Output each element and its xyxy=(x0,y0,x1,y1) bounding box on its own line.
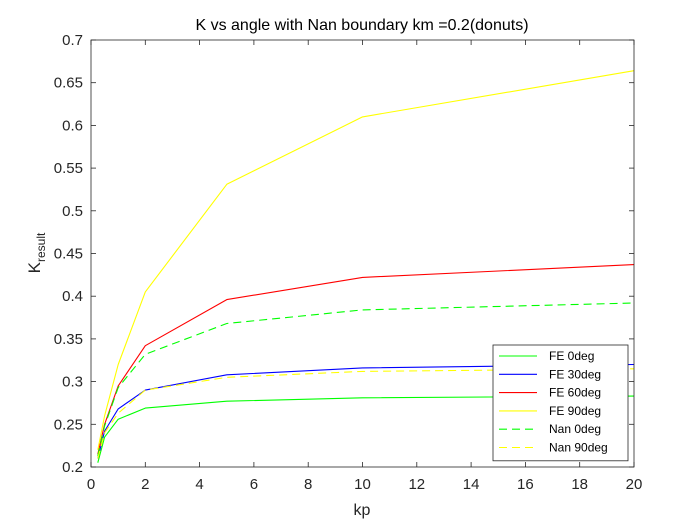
x-tick-label-8: 16 xyxy=(517,476,534,493)
x-tick-label-2: 4 xyxy=(195,476,203,493)
y-tick-label-0: 0.2 xyxy=(62,459,83,476)
x-tick-label-10: 20 xyxy=(626,476,643,493)
y-tick-label-6: 0.5 xyxy=(62,203,83,220)
legend-label-4: Nan 0deg xyxy=(549,422,601,436)
series-line-4 xyxy=(97,302,635,457)
x-tick-label-0: 0 xyxy=(87,476,95,493)
x-tick-label-4: 8 xyxy=(304,476,312,493)
x-tick-label-6: 12 xyxy=(408,476,425,493)
series-line-1 xyxy=(97,363,635,459)
y-tick-label-10: 0.7 xyxy=(62,32,83,49)
y-axis-title: Kresult xyxy=(25,232,48,273)
x-tick-label-7: 14 xyxy=(463,476,480,493)
y-tick-label-5: 0.45 xyxy=(54,246,83,263)
x-tick-label-3: 6 xyxy=(250,476,258,493)
series-layer xyxy=(97,70,635,463)
y-axis-title-subscript: result xyxy=(34,232,48,262)
legend-label-2: FE 60deg xyxy=(549,386,601,400)
y-tick-label-4: 0.4 xyxy=(62,288,83,305)
y-tick-label-1: 0.25 xyxy=(54,416,83,433)
y-tick-label-2: 0.3 xyxy=(62,374,83,391)
series-line-3 xyxy=(97,70,635,451)
legend-label-0: FE 0deg xyxy=(549,349,594,363)
y-tick-label-7: 0.55 xyxy=(54,160,83,177)
y-axis-title-main: K xyxy=(25,261,44,273)
legend-label-1: FE 30deg xyxy=(549,367,601,381)
legend-label-3: FE 90deg xyxy=(549,404,601,418)
legend-box xyxy=(492,344,629,462)
y-tick-label-8: 0.6 xyxy=(62,117,83,134)
legend-label-5: Nan 90deg xyxy=(549,441,608,455)
chart-title: K vs angle with Nan boundary km =0.2(don… xyxy=(195,17,528,34)
x-tick-label-5: 10 xyxy=(354,476,371,493)
x-tick-label-9: 18 xyxy=(571,476,588,493)
y-tick-label-9: 0.65 xyxy=(54,75,83,92)
series-line-2 xyxy=(97,264,635,455)
series-line-5 xyxy=(97,368,635,459)
x-tick-label-1: 2 xyxy=(141,476,149,493)
series-line-0 xyxy=(97,395,635,463)
ticks-layer: 0 2 4 6 8 10 12 14 16 18 20 0.2 0.25 0.3 0.35 0.4 0.45 0.… xyxy=(54,32,643,493)
y-tick-label-3: 0.35 xyxy=(54,331,83,348)
legend: FE 0deg FE 30deg FE 60deg FE 90deg Nan 0deg N… xyxy=(492,344,629,462)
x-axis-title: kp xyxy=(354,502,371,519)
